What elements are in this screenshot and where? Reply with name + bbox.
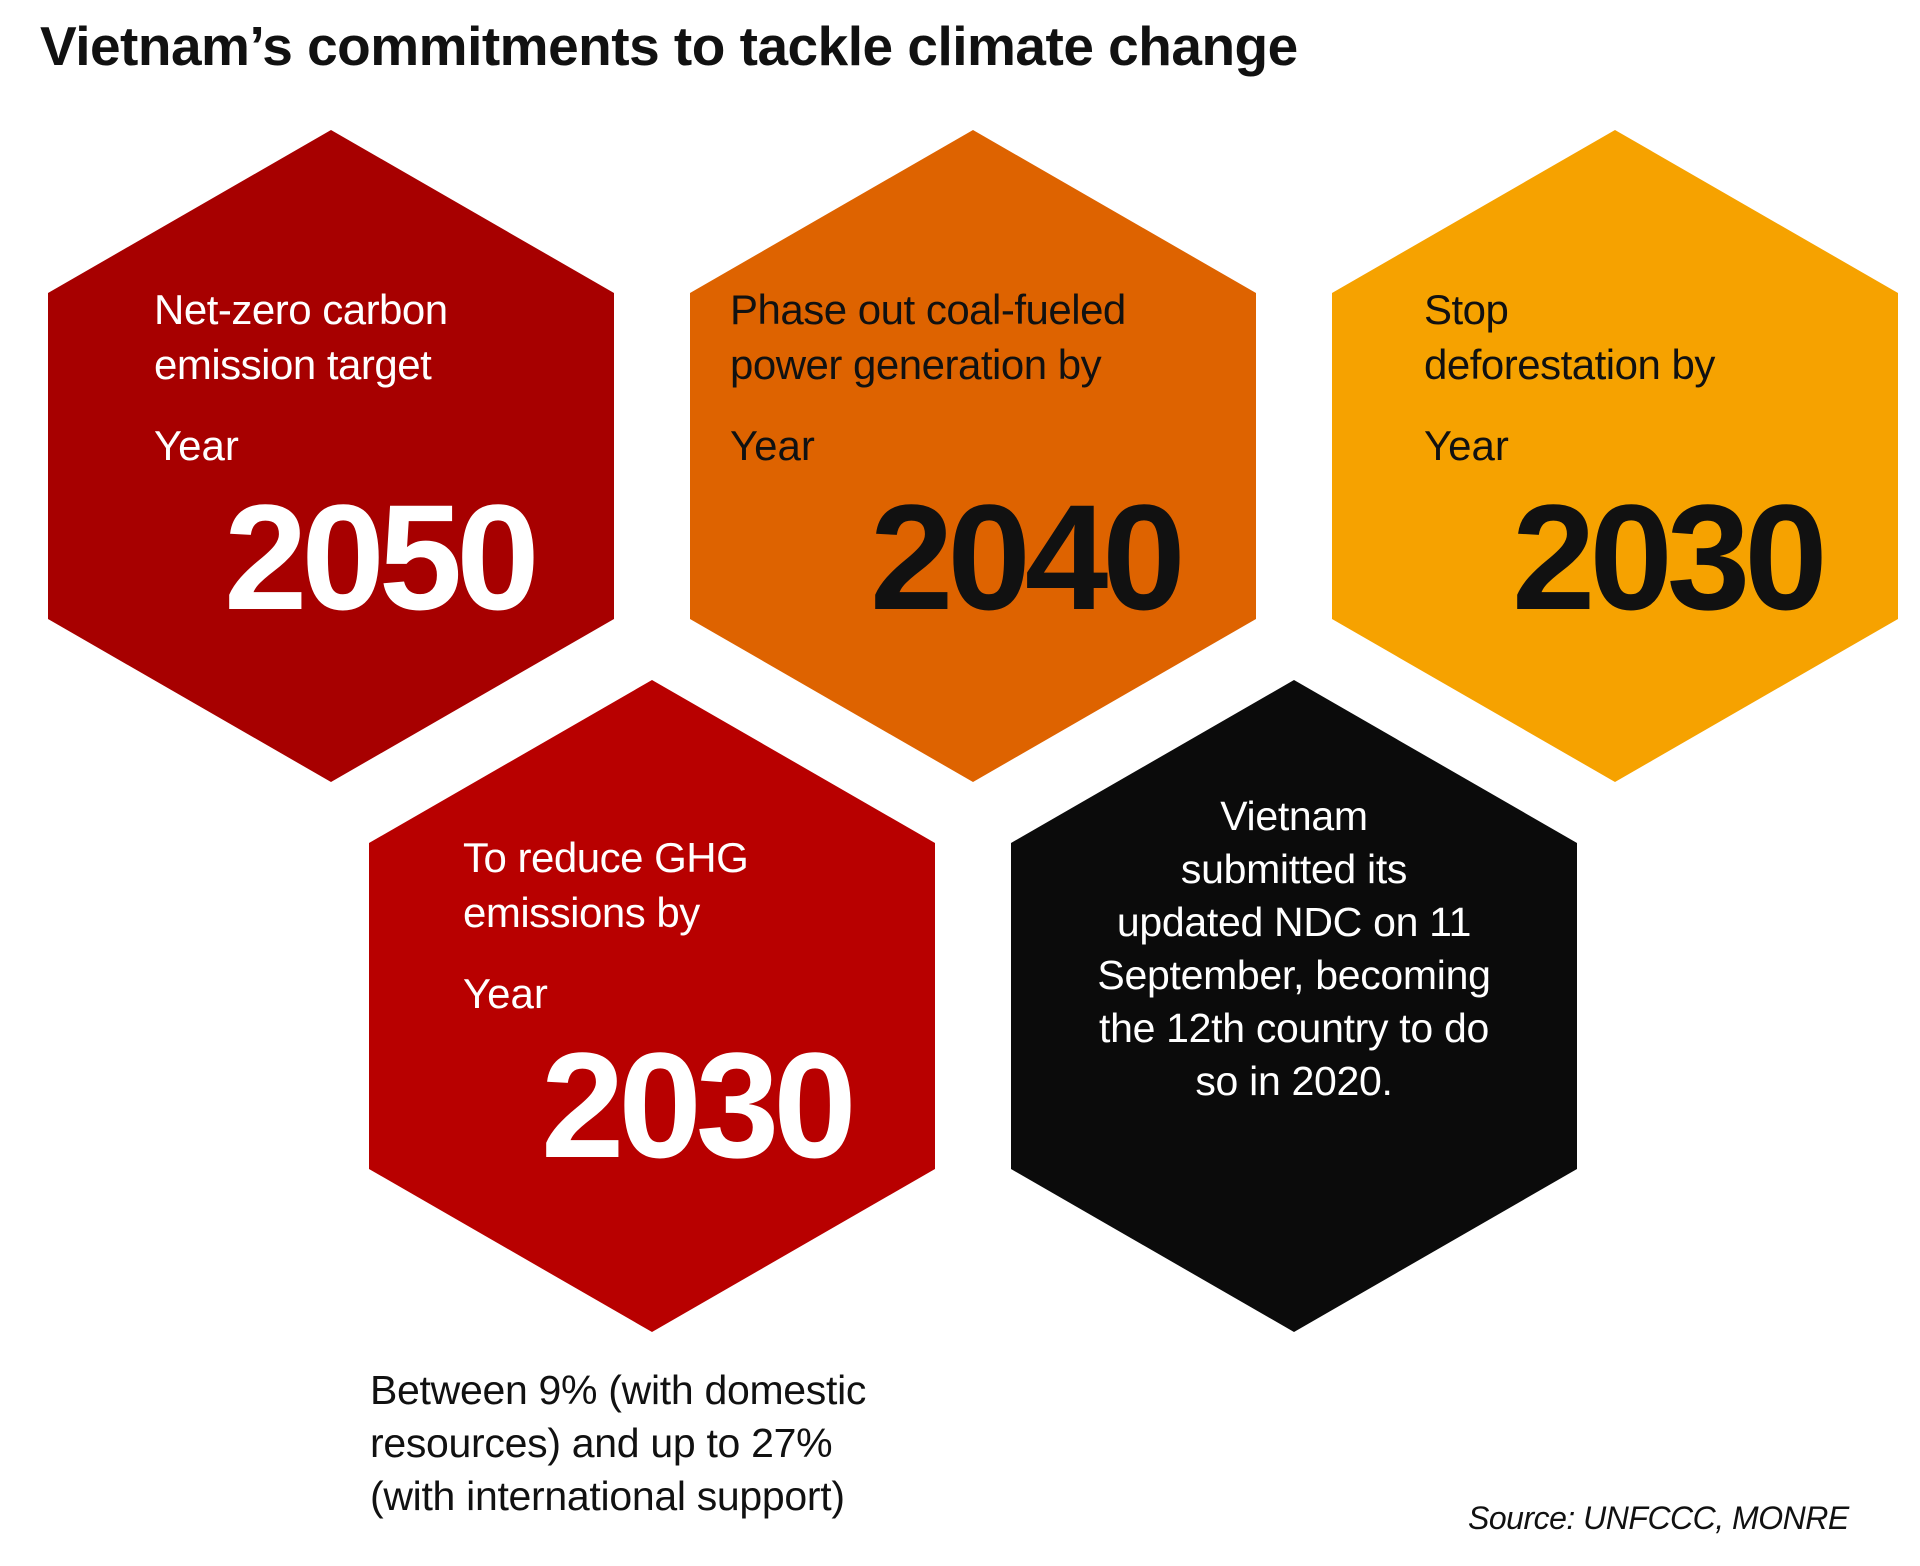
hexagon-label: Phase out coal-fueled power generation b… [730, 286, 1126, 388]
hexagon-label: To reduce GHG emissions by [463, 834, 749, 936]
year-label: Year [154, 422, 239, 469]
hexagon-reduce-ghg: To reduce GHG emissions by Year 2030 [369, 680, 935, 1332]
year-label: Year [463, 970, 548, 1017]
hexagon-coal-phase-out: Phase out coal-fueled power generation b… [690, 130, 1256, 782]
source-credit: Source: UNFCCC, MONRE [1468, 1500, 1849, 1536]
ndc-note: Vietnam submitted its updated NDC on 11 … [1097, 793, 1491, 1104]
year-value: 2030 [1512, 473, 1828, 641]
hexagon-net-zero: Net-zero carbon emission target Year 205… [48, 130, 614, 782]
year-value: 2030 [541, 1021, 857, 1189]
year-value: 2050 [224, 473, 540, 641]
year-value: 2040 [870, 473, 1186, 641]
hexagon-label: Stop deforestation by [1424, 286, 1715, 388]
hexagon-stop-deforestation: Stop deforestation by Year 2030 [1332, 130, 1898, 782]
page-title: Vietnam’s commitments to tackle climate … [40, 15, 1298, 77]
hexagon-label: Net-zero carbon emission target [154, 286, 448, 388]
year-label: Year [730, 422, 815, 469]
hexagon-ndc-submission: Vietnam submitted its updated NDC on 11 … [1011, 680, 1577, 1332]
year-label: Year [1424, 422, 1509, 469]
ghg-reduction-note: Between 9% (with domestic resources) and… [370, 1367, 867, 1519]
